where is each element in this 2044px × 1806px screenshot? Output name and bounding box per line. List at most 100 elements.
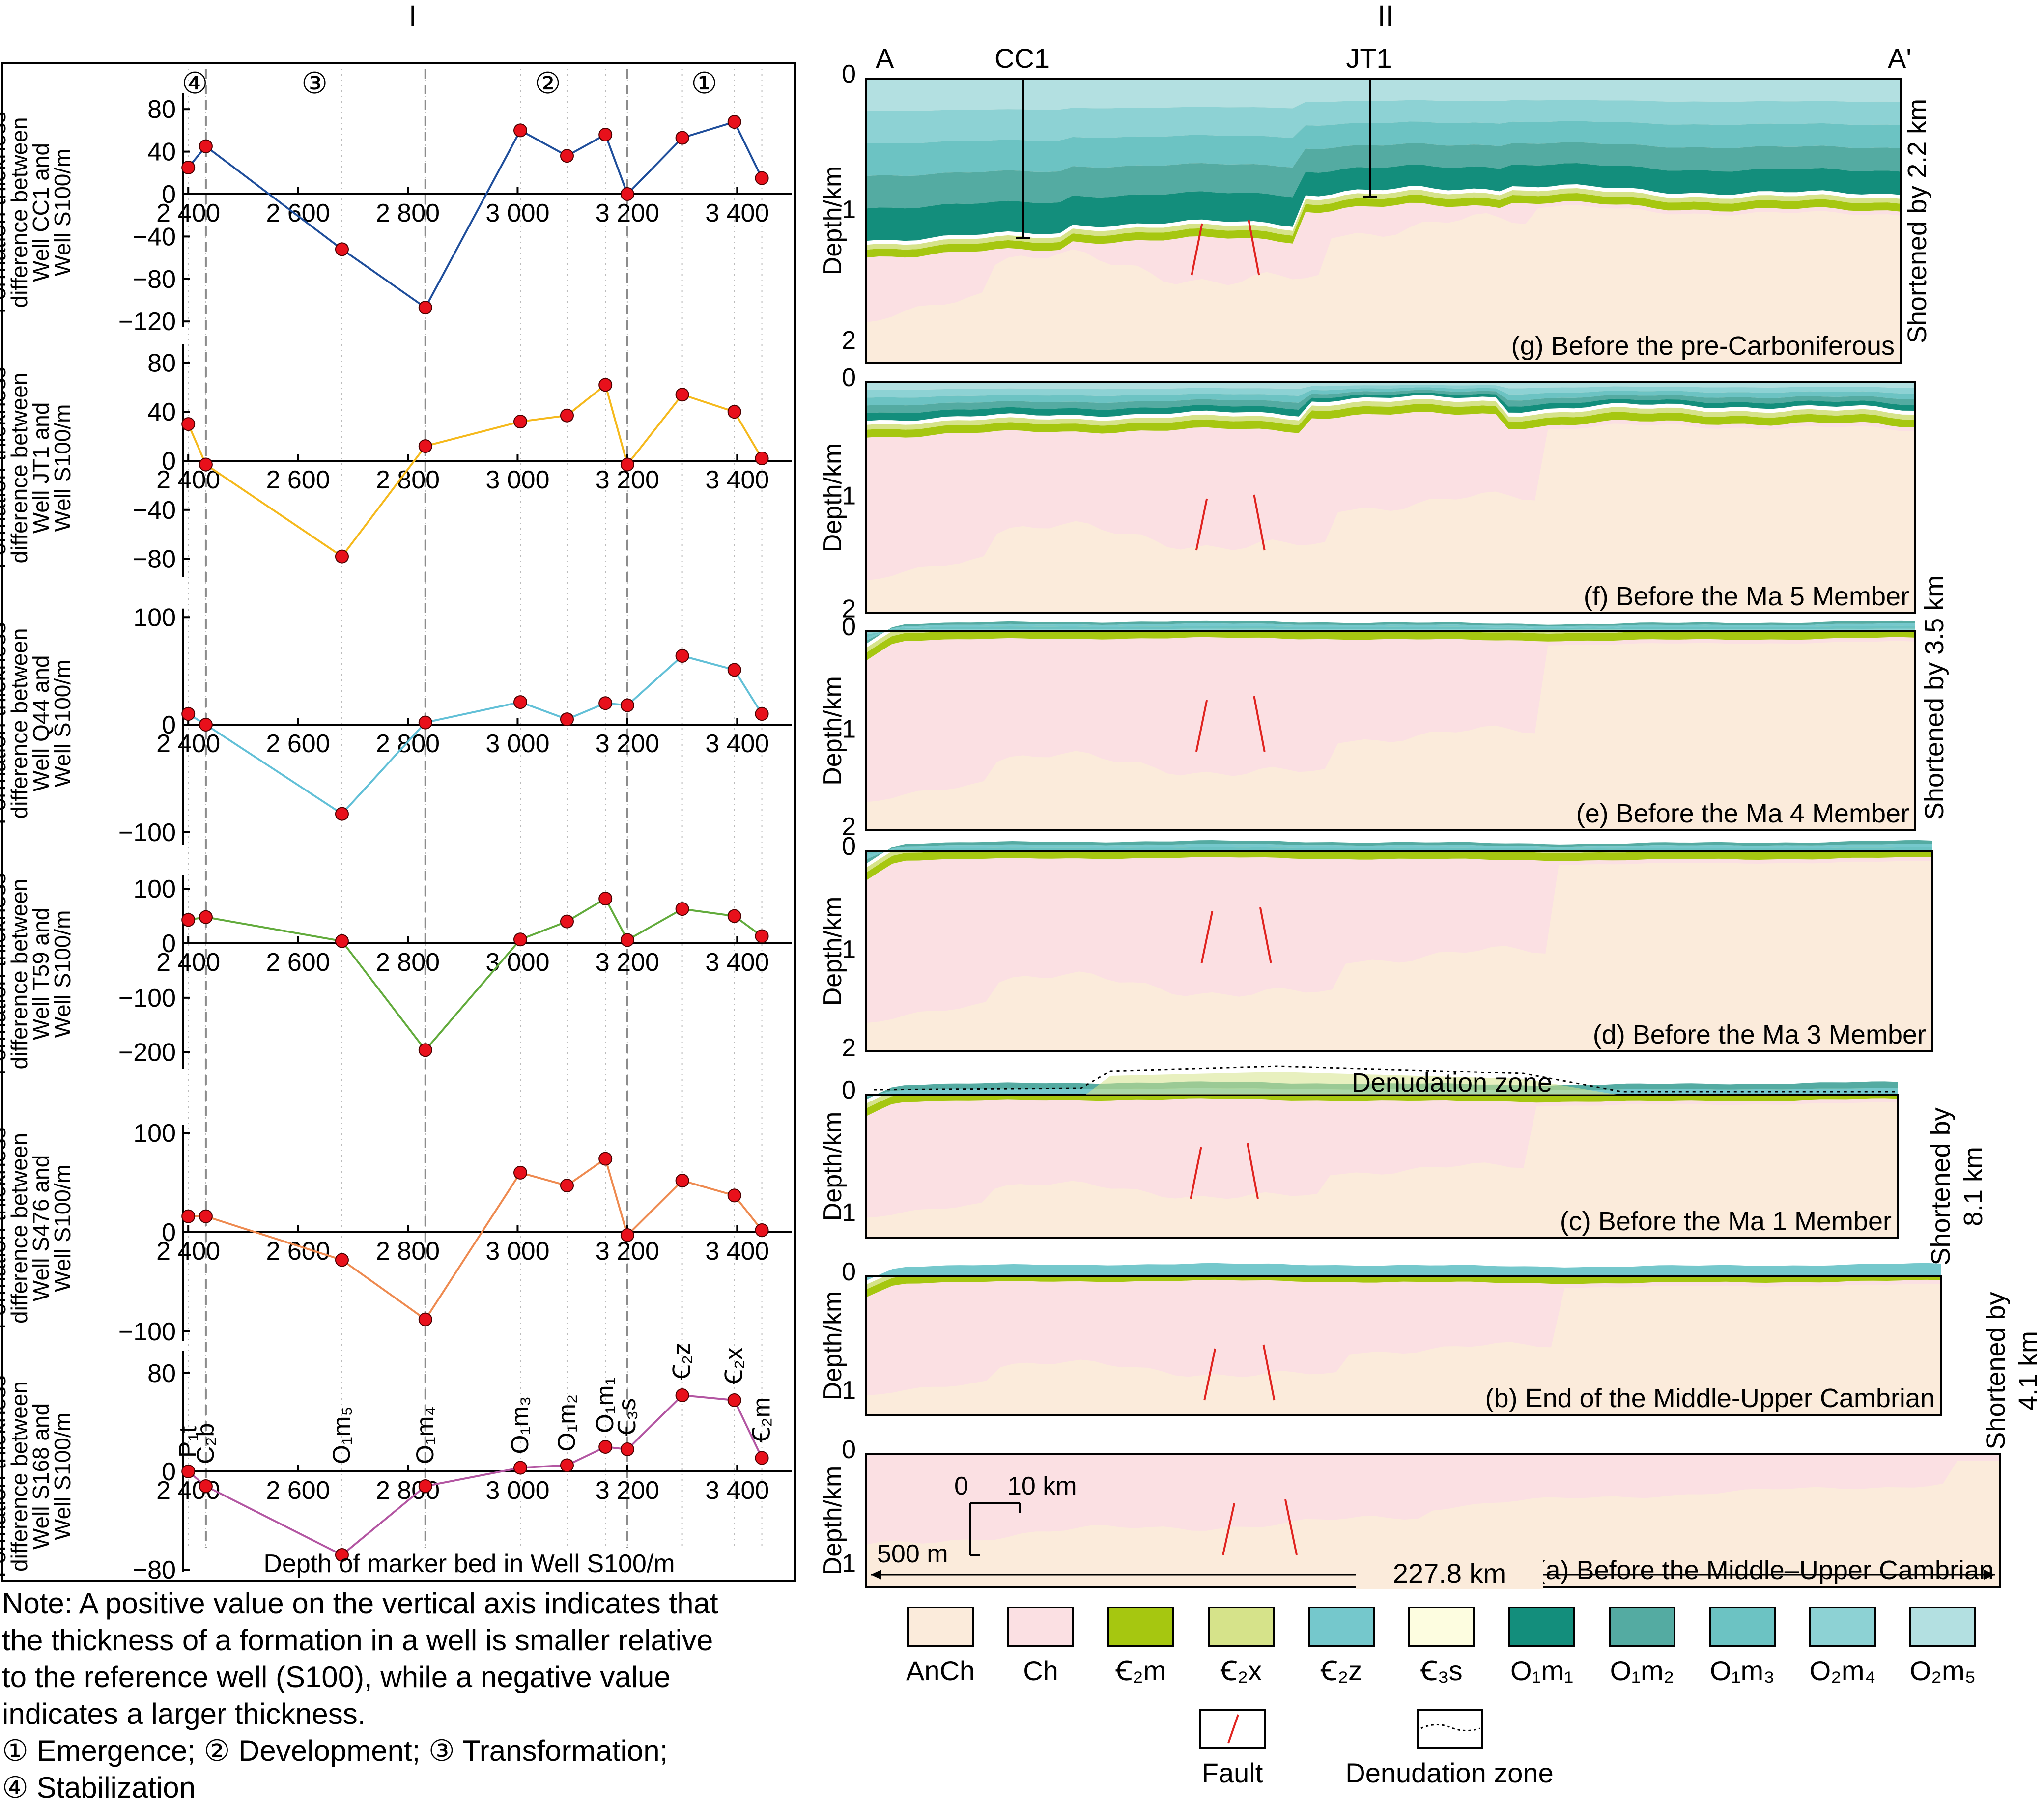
data-point: [199, 1479, 213, 1493]
shortening-note-line: Shortened by: [1981, 1292, 2011, 1449]
fault-line: [1253, 696, 1266, 752]
y-axis-label-line: Well S100/m: [50, 660, 75, 788]
fault-line: [1203, 1348, 1217, 1401]
y-axis-label-line: Well S100/m: [50, 149, 75, 277]
strata-layer: [866, 385, 1915, 398]
depth-axis-label: Depth/km: [819, 166, 847, 276]
strata-layer: [866, 120, 1901, 176]
shortening-note-line: Shortened by: [1926, 1107, 1956, 1265]
well-label-jt1: JT1: [1346, 43, 1391, 74]
data-point: [560, 408, 574, 423]
c2m-band: [866, 1090, 1898, 1117]
depth-tick-label: 0: [842, 364, 856, 392]
c2m-band: [866, 629, 1915, 661]
legend-item: Ꞓ₂x: [1208, 1607, 1275, 1686]
y-tick-label: 0: [162, 1218, 176, 1247]
data-point: [675, 1174, 689, 1188]
c3s-band: [866, 184, 1901, 245]
depth-axis-label: Depth/km: [819, 443, 847, 553]
data-point: [513, 695, 528, 709]
depth-axis-label: Depth/km: [819, 676, 847, 786]
strata-layer: [866, 840, 1932, 864]
legend-swatch: [1709, 1607, 1776, 1647]
y-axis-label-line: difference between: [6, 117, 32, 308]
shortening-note-line: 4.1 km: [2014, 1331, 2043, 1411]
strata-layer: [866, 390, 1915, 414]
depth-axis-label: Depth/km: [819, 1466, 847, 1576]
legend-swatch: [1508, 1607, 1575, 1647]
legend-swatch: [1609, 1607, 1675, 1647]
legend-item: O₂m₅: [1909, 1607, 1976, 1686]
y-tick-label: −40: [133, 223, 176, 251]
marker-bed-label: Ꞓ₂z: [668, 1343, 696, 1380]
y-axis-label-line: Well CC1 and: [28, 143, 54, 282]
y-axis-label: Formation thicknessdifference betweenWel…: [0, 873, 75, 1075]
data-point: [755, 929, 769, 943]
shortening-note: Shortened by 4.1 km: [1981, 1292, 2043, 1449]
depth-tick-label: 0: [842, 832, 856, 861]
y-axis-label-line: Formation thickness: [0, 1375, 10, 1578]
data-point: [513, 932, 528, 947]
data-point: [418, 1312, 432, 1326]
strata-layer: [866, 392, 1915, 421]
x-tick-label: 3 200: [596, 1476, 659, 1505]
marker-bed-label: Ꞓ₂x: [720, 1348, 748, 1385]
data-point: [620, 1228, 634, 1242]
data-point: [418, 1043, 432, 1057]
y-axis-label-line: Well JT1 and: [28, 402, 54, 534]
panel-II: 0 1 2 Depth/km (g) Before the pre-Carbonifer…: [819, 43, 2043, 1589]
data-point: [418, 1479, 432, 1493]
legend-label: Ꞓ₂z: [1320, 1655, 1362, 1686]
y-tick-label: 0: [162, 930, 176, 958]
depth-tick-label: 2: [842, 326, 856, 355]
x-tick-label: 2 600: [266, 1237, 330, 1266]
stage-mark: ③: [301, 67, 328, 100]
panel-I-x-axis-title: Depth of marker bed in Well S100/m: [263, 1550, 675, 1578]
legend-label: Ch: [1023, 1655, 1058, 1686]
data-point: [675, 649, 689, 663]
legend-item: O₂m₄: [1809, 1607, 1876, 1686]
data-point: [513, 1461, 528, 1475]
depth-tick-label: 2: [842, 813, 856, 841]
cross-section-4: 0 1 2 Depth/km (d) Before the Ma 3 Member: [819, 832, 1933, 1062]
y-axis-label: Formation thicknessdifference betweenWel…: [0, 1127, 75, 1329]
data-point: [181, 1465, 196, 1478]
section-frame: [865, 1275, 1942, 1416]
legend-label: O₁m₁: [1510, 1655, 1573, 1686]
x-tick-label: 2 400: [156, 199, 220, 227]
line-chart-1: 80 40 0 −40 −80 −120 2 400 2 600 2 800 3 000 3 200…: [0, 93, 792, 336]
line-chart-3: 100 0 −100 2 400 2 600 2 800 3 000 3 200 3 400 Fo…: [0, 603, 792, 847]
data-point: [560, 712, 574, 727]
section-caption: (a) Before the Middle–Upper Cambrian: [1537, 1555, 1994, 1585]
data-point: [727, 1393, 741, 1407]
depth-tick-label: 1: [842, 715, 856, 743]
y-axis-label-line: Well S100/m: [50, 1164, 75, 1292]
shortening-note: Shortened by 3.5 km: [1920, 575, 1949, 820]
legend-label: Ꞓ₂m: [1115, 1655, 1166, 1686]
fault-line: [1200, 911, 1214, 963]
y-axis-label: Formation thicknessdifference betweenWel…: [0, 1375, 75, 1578]
x-tick-label: 2 800: [376, 730, 440, 758]
data-point: [181, 1209, 196, 1223]
y-axis-label-line: difference between: [6, 1133, 32, 1324]
denudation-boundary: [873, 1065, 1897, 1093]
legend-item: Ch: [1007, 1607, 1074, 1686]
y-tick-label: −80: [133, 545, 176, 574]
scale-bar-zero: 0: [954, 1472, 968, 1500]
y-axis-label: Formation thicknessdifference betweenWel…: [0, 622, 75, 825]
depth-tick-label: 0: [842, 1436, 856, 1464]
legend-label: O₂m₅: [1910, 1655, 1976, 1686]
legend-swatch: [1408, 1607, 1475, 1647]
depth-tick-label: 1: [842, 935, 856, 964]
fault-line: [1195, 700, 1208, 752]
x-tick-label: 3 000: [485, 1237, 549, 1266]
data-point: [620, 187, 634, 201]
shortening-note-line: 8.1 km: [1959, 1147, 1988, 1226]
x-tick-label: 2 800: [376, 199, 440, 227]
depth-tick-label: 1: [842, 1549, 856, 1578]
legend-label: AnCh: [906, 1655, 975, 1686]
legend-label: Ꞓ₃s: [1420, 1655, 1462, 1686]
legend-item: Ꞓ₂m: [1107, 1607, 1174, 1686]
